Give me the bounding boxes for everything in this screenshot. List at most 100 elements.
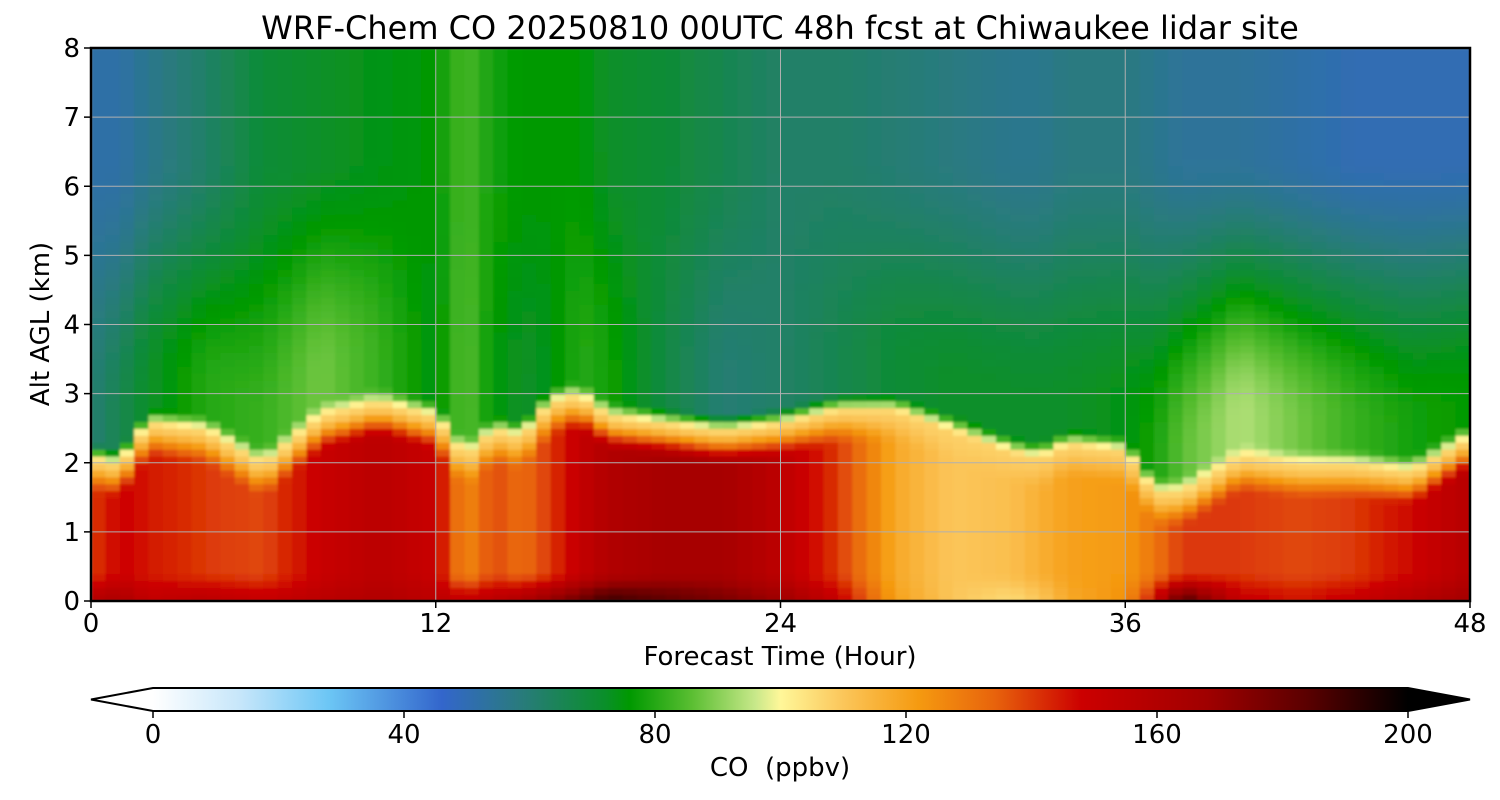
- heatmap-cell: [665, 255, 681, 264]
- heatmap-cell: [335, 580, 351, 588]
- heatmap-cell: [191, 552, 207, 561]
- heatmap-cell: [363, 186, 380, 194]
- heatmap-cell: [119, 538, 135, 547]
- heatmap-cell: [622, 103, 638, 112]
- heatmap-cell: [665, 518, 681, 526]
- heatmap-cell: [608, 386, 624, 395]
- heatmap-cell: [134, 296, 150, 305]
- heatmap-cell: [881, 248, 897, 257]
- heatmap-cell: [651, 158, 667, 167]
- heatmap-cell: [162, 483, 178, 492]
- heatmap-cell: [737, 144, 753, 153]
- heatmap-cell: [895, 518, 911, 526]
- heatmap-cell: [938, 68, 954, 77]
- heatmap-cell: [536, 241, 552, 250]
- heatmap-cell: [306, 179, 322, 188]
- heatmap-cell: [507, 365, 523, 374]
- heatmap-cell: [766, 68, 782, 77]
- heatmap-cell: [392, 504, 408, 512]
- heatmap-cell: [550, 407, 566, 416]
- heatmap-cell: [392, 580, 408, 588]
- heatmap-cell: [593, 68, 609, 77]
- heatmap-cell: [837, 538, 854, 547]
- heatmap-cell: [837, 393, 854, 402]
- heatmap-cell: [809, 158, 825, 167]
- heatmap-cell: [723, 296, 739, 305]
- heatmap-cell: [134, 186, 150, 194]
- heatmap-cell: [852, 545, 868, 554]
- heatmap-cell: [478, 372, 494, 381]
- heatmap-cell: [981, 379, 997, 388]
- heatmap-cell: [636, 587, 653, 595]
- heatmap-cell: [981, 497, 997, 506]
- heatmap-cell: [622, 483, 638, 492]
- heatmap-cell: [105, 379, 121, 388]
- heatmap-cell: [277, 448, 293, 457]
- heatmap-cell: [91, 580, 107, 588]
- heatmap-cell: [191, 96, 207, 105]
- heatmap-cell: [507, 435, 523, 443]
- heatmap-cell: [119, 220, 135, 229]
- heatmap-cell: [608, 511, 624, 519]
- heatmap-cell: [550, 303, 566, 312]
- heatmap-cell: [852, 248, 868, 257]
- heatmap-cell: [608, 296, 624, 305]
- heatmap-cell: [378, 531, 394, 540]
- heatmap-cell: [478, 386, 494, 395]
- heatmap-cell: [392, 407, 408, 416]
- heatmap-cell: [593, 504, 609, 512]
- heatmap-cell: [809, 296, 825, 305]
- heatmap-cell: [277, 220, 293, 229]
- heatmap-cell: [349, 504, 365, 512]
- heatmap-cell: [234, 61, 250, 70]
- heatmap-cell: [579, 262, 595, 270]
- heatmap-cell: [162, 200, 178, 208]
- heatmap-cell: [277, 48, 293, 56]
- heatmap-cell: [105, 200, 121, 208]
- heatmap-cell: [392, 165, 408, 174]
- heatmap-cell: [249, 82, 265, 91]
- heatmap-cell: [478, 455, 494, 464]
- heatmap-cell: [421, 504, 437, 512]
- heatmap-cell: [378, 386, 394, 395]
- heatmap-cell: [220, 200, 236, 208]
- heatmap-cell: [952, 117, 969, 125]
- heatmap-cell: [263, 448, 279, 457]
- heatmap-cell: [521, 241, 538, 250]
- heatmap-cell: [708, 407, 724, 416]
- heatmap-cell: [134, 386, 150, 395]
- heatmap-cell: [521, 414, 538, 423]
- heatmap-cell: [679, 518, 696, 526]
- heatmap-cell: [478, 573, 494, 582]
- heatmap-cell: [148, 331, 164, 340]
- heatmap-cell: [837, 68, 854, 77]
- heatmap-cell: [521, 324, 538, 333]
- heatmap-cell: [119, 324, 135, 333]
- heatmap-cell: [823, 227, 839, 236]
- heatmap-cell: [119, 476, 135, 485]
- heatmap-cell: [148, 234, 164, 243]
- heatmap-cell: [909, 352, 925, 360]
- heatmap-cell: [694, 552, 710, 561]
- heatmap-cell: [363, 151, 380, 160]
- heatmap-cell: [277, 310, 293, 319]
- heatmap-cell: [665, 448, 681, 457]
- heatmap-cell: [909, 89, 925, 98]
- heatmap-cell: [493, 317, 509, 326]
- heatmap-cell: [148, 54, 164, 63]
- heatmap-cell: [938, 365, 954, 374]
- heatmap-cell: [737, 511, 753, 519]
- heatmap-cell: [823, 193, 839, 201]
- heatmap-cell: [177, 206, 193, 215]
- heatmap-cell: [306, 338, 322, 347]
- heatmap-cell: [565, 110, 581, 118]
- heatmap-cell: [651, 504, 667, 512]
- heatmap-cell: [794, 379, 811, 388]
- heatmap-cell: [521, 124, 538, 132]
- heatmap-cell: [809, 365, 825, 374]
- heatmap-cell: [881, 227, 897, 236]
- heatmap-cell: [751, 566, 767, 575]
- heatmap-cell: [521, 573, 538, 582]
- heatmap-cell: [895, 289, 911, 298]
- heatmap-cell: [608, 158, 624, 167]
